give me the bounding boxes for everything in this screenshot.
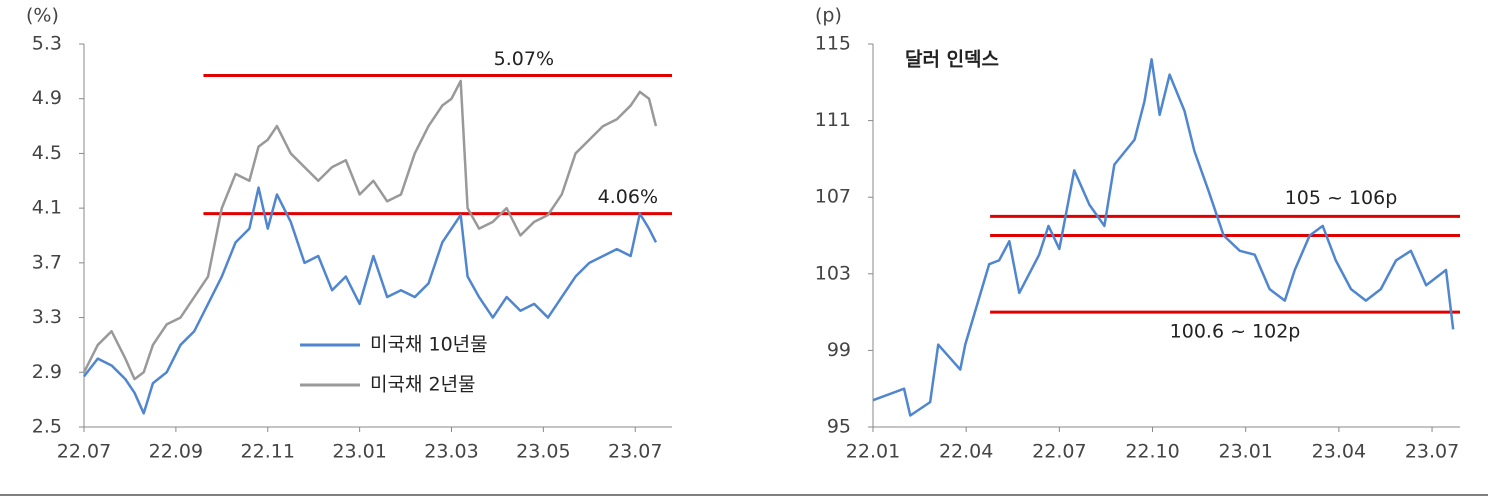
- y-tick-label: 115: [815, 33, 851, 55]
- x-tick-label: 23.07: [1405, 441, 1459, 463]
- annotation: 105 ~ 106p: [1285, 187, 1398, 209]
- x-tick-label: 23.01: [1218, 441, 1272, 463]
- x-tick-label: 22.04: [939, 441, 993, 463]
- y-tick-label: 111: [815, 109, 851, 131]
- y-tick-label: 4.9: [32, 87, 62, 109]
- unit-label: (%): [26, 5, 59, 27]
- x-tick-label: 22.10: [1125, 441, 1179, 463]
- y-tick-label: 2.9: [32, 361, 62, 383]
- unit-label: (p): [815, 5, 842, 27]
- series-line: [872, 58, 1455, 417]
- x-tick-label: 23.03: [424, 441, 478, 463]
- y-tick-label: 99: [827, 339, 851, 361]
- x-tick-label: 22.07: [57, 441, 111, 463]
- y-tick-label: 103: [815, 262, 851, 284]
- y-tick-label: 95: [827, 416, 851, 438]
- y-tick-label: 5.3: [32, 33, 62, 55]
- legend-label: 미국채 10년물: [370, 334, 488, 356]
- x-tick-label: 23.04: [1312, 441, 1366, 463]
- y-tick-label: 2.5: [32, 416, 62, 438]
- annotation: 100.6 ~ 102p: [1170, 321, 1301, 343]
- x-tick-label: 23.01: [332, 441, 386, 463]
- series-line: [82, 79, 658, 381]
- x-tick-label: 22.09: [149, 441, 203, 463]
- y-tick-label: 3.3: [32, 306, 62, 328]
- y-tick-label: 3.7: [32, 251, 62, 273]
- x-tick-label: 22.11: [241, 441, 295, 463]
- x-tick-label: 23.07: [608, 441, 662, 463]
- y-tick-label: 4.5: [32, 142, 62, 164]
- legend-label: 미국채 2년물: [370, 374, 476, 396]
- y-tick-label: 4.1: [32, 197, 62, 219]
- x-tick-label: 23.05: [516, 441, 570, 463]
- reference-label: 4.06%: [598, 186, 658, 208]
- series-line: [83, 186, 658, 415]
- chart-title: 달러 인덱스: [905, 49, 999, 71]
- y-tick-label: 107: [815, 186, 851, 208]
- x-tick-label: 22.07: [1032, 441, 1086, 463]
- x-tick-label: 22.01: [846, 441, 900, 463]
- reference-label: 5.07%: [494, 48, 554, 70]
